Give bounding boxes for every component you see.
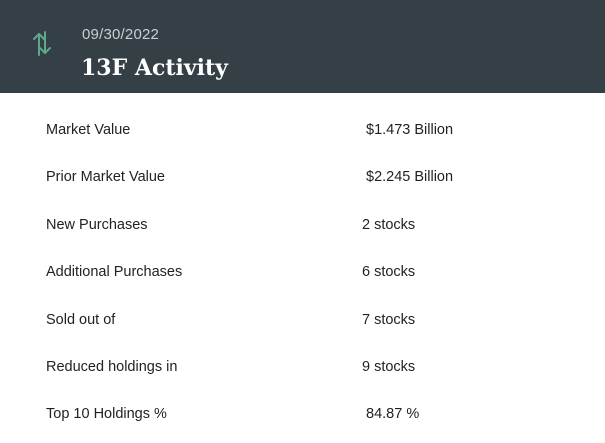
row-label: Additional Purchases bbox=[46, 264, 183, 281]
row-value: 7 stocks bbox=[362, 311, 416, 328]
row-label: Reduced holdings in bbox=[46, 358, 178, 375]
activity-list: Market Value $1.473 Billion Prior Market… bbox=[0, 93, 605, 425]
row-value: $1.473 Billion bbox=[366, 122, 454, 138]
row-value: 2 stocks bbox=[362, 216, 416, 233]
row-new-purchases: New Purchases 2 stocks bbox=[0, 188, 605, 235]
row-value: 6 stocks bbox=[362, 264, 416, 281]
up-down-arrows-icon bbox=[33, 31, 51, 56]
row-additional-purchases: Additional Purchases 6 stocks bbox=[0, 235, 605, 282]
row-prior-market-value: Prior Market Value $2.245 Billion bbox=[0, 140, 605, 187]
row-sold-out-of: Sold out of 7 stocks bbox=[0, 283, 605, 330]
card-title: 13F Activity bbox=[81, 55, 228, 81]
row-label: New Purchases bbox=[46, 216, 148, 233]
row-value: 9 stocks bbox=[362, 358, 416, 375]
row-top-10-holdings: Top 10 Holdings % 84.87 % bbox=[0, 377, 605, 424]
row-label: Top 10 Holdings % bbox=[46, 406, 167, 423]
row-reduced-holdings: Reduced holdings in 9 stocks bbox=[0, 330, 605, 377]
row-market-value: Market Value $1.473 Billion bbox=[0, 93, 605, 140]
row-value: 84.87 % bbox=[366, 406, 420, 423]
row-value: $2.245 Billion bbox=[366, 169, 454, 186]
report-date: 09/30/2022 bbox=[82, 26, 160, 43]
card-header: 09/30/2022 13F Activity bbox=[0, 0, 605, 93]
row-label: Sold out of bbox=[46, 311, 116, 328]
row-label: Prior Market Value bbox=[46, 169, 165, 186]
row-label: Market Value bbox=[46, 122, 131, 138]
